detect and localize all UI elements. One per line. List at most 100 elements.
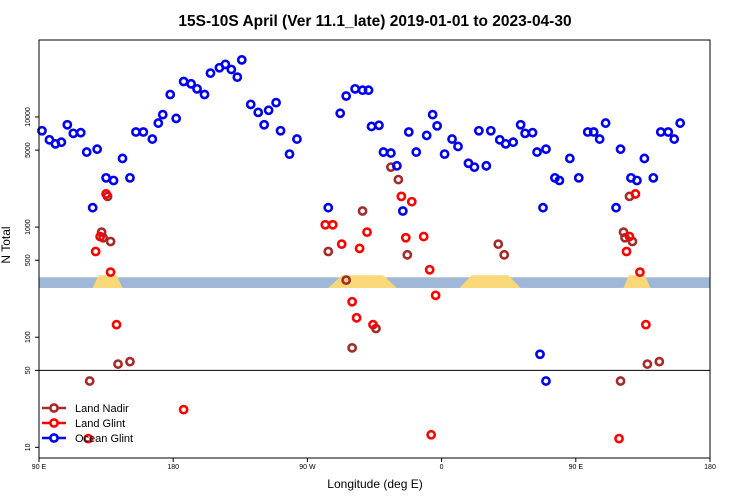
data-point	[499, 249, 510, 260]
data-point	[165, 89, 176, 100]
x-tick-label: 90 E	[32, 464, 47, 471]
data-point	[632, 175, 642, 186]
data-point	[84, 376, 95, 386]
data-point	[68, 128, 79, 139]
data-point	[117, 153, 128, 164]
data-point	[101, 172, 111, 183]
data-point	[186, 78, 196, 89]
data-point	[630, 189, 641, 199]
data-point	[600, 118, 611, 128]
data-point	[393, 174, 404, 185]
data-point	[396, 191, 407, 202]
data-point	[640, 319, 651, 330]
data-point	[378, 147, 389, 157]
data-point	[447, 134, 457, 144]
data-point	[105, 236, 116, 247]
data-point	[178, 76, 189, 87]
data-point	[611, 202, 621, 213]
x-tick-label: 0	[440, 464, 444, 471]
data-point	[453, 141, 463, 152]
y-axis-label: N Total	[0, 226, 13, 263]
data-point	[554, 175, 565, 186]
data-point	[347, 296, 358, 307]
data-point	[232, 72, 243, 83]
data-point	[564, 153, 575, 164]
data-point	[125, 356, 135, 367]
data-point	[481, 160, 492, 171]
land-segment	[623, 275, 651, 288]
land-segment	[328, 275, 397, 288]
data-point	[199, 89, 210, 100]
data-point	[426, 429, 437, 440]
axes: 90 E 180 90 W 0 90 E 180 10 50 100 500 1000 5000 100…	[25, 107, 716, 471]
data-point	[350, 83, 361, 94]
data-point	[37, 125, 47, 136]
data-point	[362, 227, 372, 238]
data-point	[493, 239, 504, 250]
data-point	[111, 319, 122, 330]
x-axis-label: Longitude (deg E)	[327, 477, 422, 491]
data-point	[253, 107, 264, 118]
data-point	[327, 219, 338, 230]
data-point	[469, 162, 480, 173]
x-tick-label: 180	[704, 464, 716, 471]
data-point	[92, 144, 103, 155]
data-point	[541, 376, 551, 386]
data-point	[363, 85, 374, 96]
data-point	[284, 149, 295, 160]
data-point	[90, 246, 101, 257]
data-point	[138, 127, 149, 137]
data-point	[538, 202, 548, 213]
data-point	[83, 433, 94, 444]
data-point	[508, 137, 519, 148]
y-tick-label: 100	[25, 331, 32, 343]
data-point	[220, 59, 231, 70]
data-point	[406, 196, 417, 207]
data-point	[75, 127, 86, 138]
data-point	[323, 246, 334, 257]
legend-label: Ocean Glint	[75, 433, 133, 445]
data-point	[655, 127, 666, 137]
data-point	[642, 359, 653, 369]
data-point	[236, 54, 247, 65]
data-point	[532, 147, 542, 157]
data-point	[81, 147, 92, 157]
data-point	[624, 231, 635, 242]
data-point	[87, 202, 98, 213]
legend: Land Nadir Land Glint Ocean Glint	[42, 403, 133, 445]
data-point	[648, 172, 659, 183]
data-point	[192, 83, 202, 94]
data-point	[292, 134, 302, 144]
data-point	[588, 127, 599, 137]
data-point	[615, 376, 626, 386]
data-point	[205, 68, 216, 79]
data-point	[403, 127, 414, 137]
data-point	[320, 219, 331, 230]
data-point	[347, 342, 358, 353]
data-point	[271, 97, 281, 108]
data-point	[354, 243, 365, 254]
data-point	[541, 144, 551, 155]
data-point	[335, 108, 346, 119]
data-point	[500, 138, 511, 149]
data-point	[153, 118, 164, 128]
data-point	[421, 130, 432, 141]
legend-label: Land Glint	[75, 418, 125, 430]
data-point	[391, 160, 402, 171]
data-point	[400, 232, 411, 243]
data-point	[336, 239, 347, 250]
x-tick-label: 90 E	[569, 464, 584, 471]
data-point	[424, 264, 435, 275]
x-tick-label: 90 W	[299, 464, 316, 471]
data-point	[402, 249, 413, 260]
data-point	[113, 359, 123, 369]
data-point	[178, 404, 189, 415]
legend-marker	[49, 403, 59, 413]
data-point	[663, 127, 674, 137]
data-point	[432, 120, 443, 131]
data-point	[594, 134, 605, 144]
data-point	[171, 113, 182, 124]
data-point	[418, 231, 429, 242]
data-point	[535, 349, 545, 360]
data-point	[351, 312, 362, 323]
